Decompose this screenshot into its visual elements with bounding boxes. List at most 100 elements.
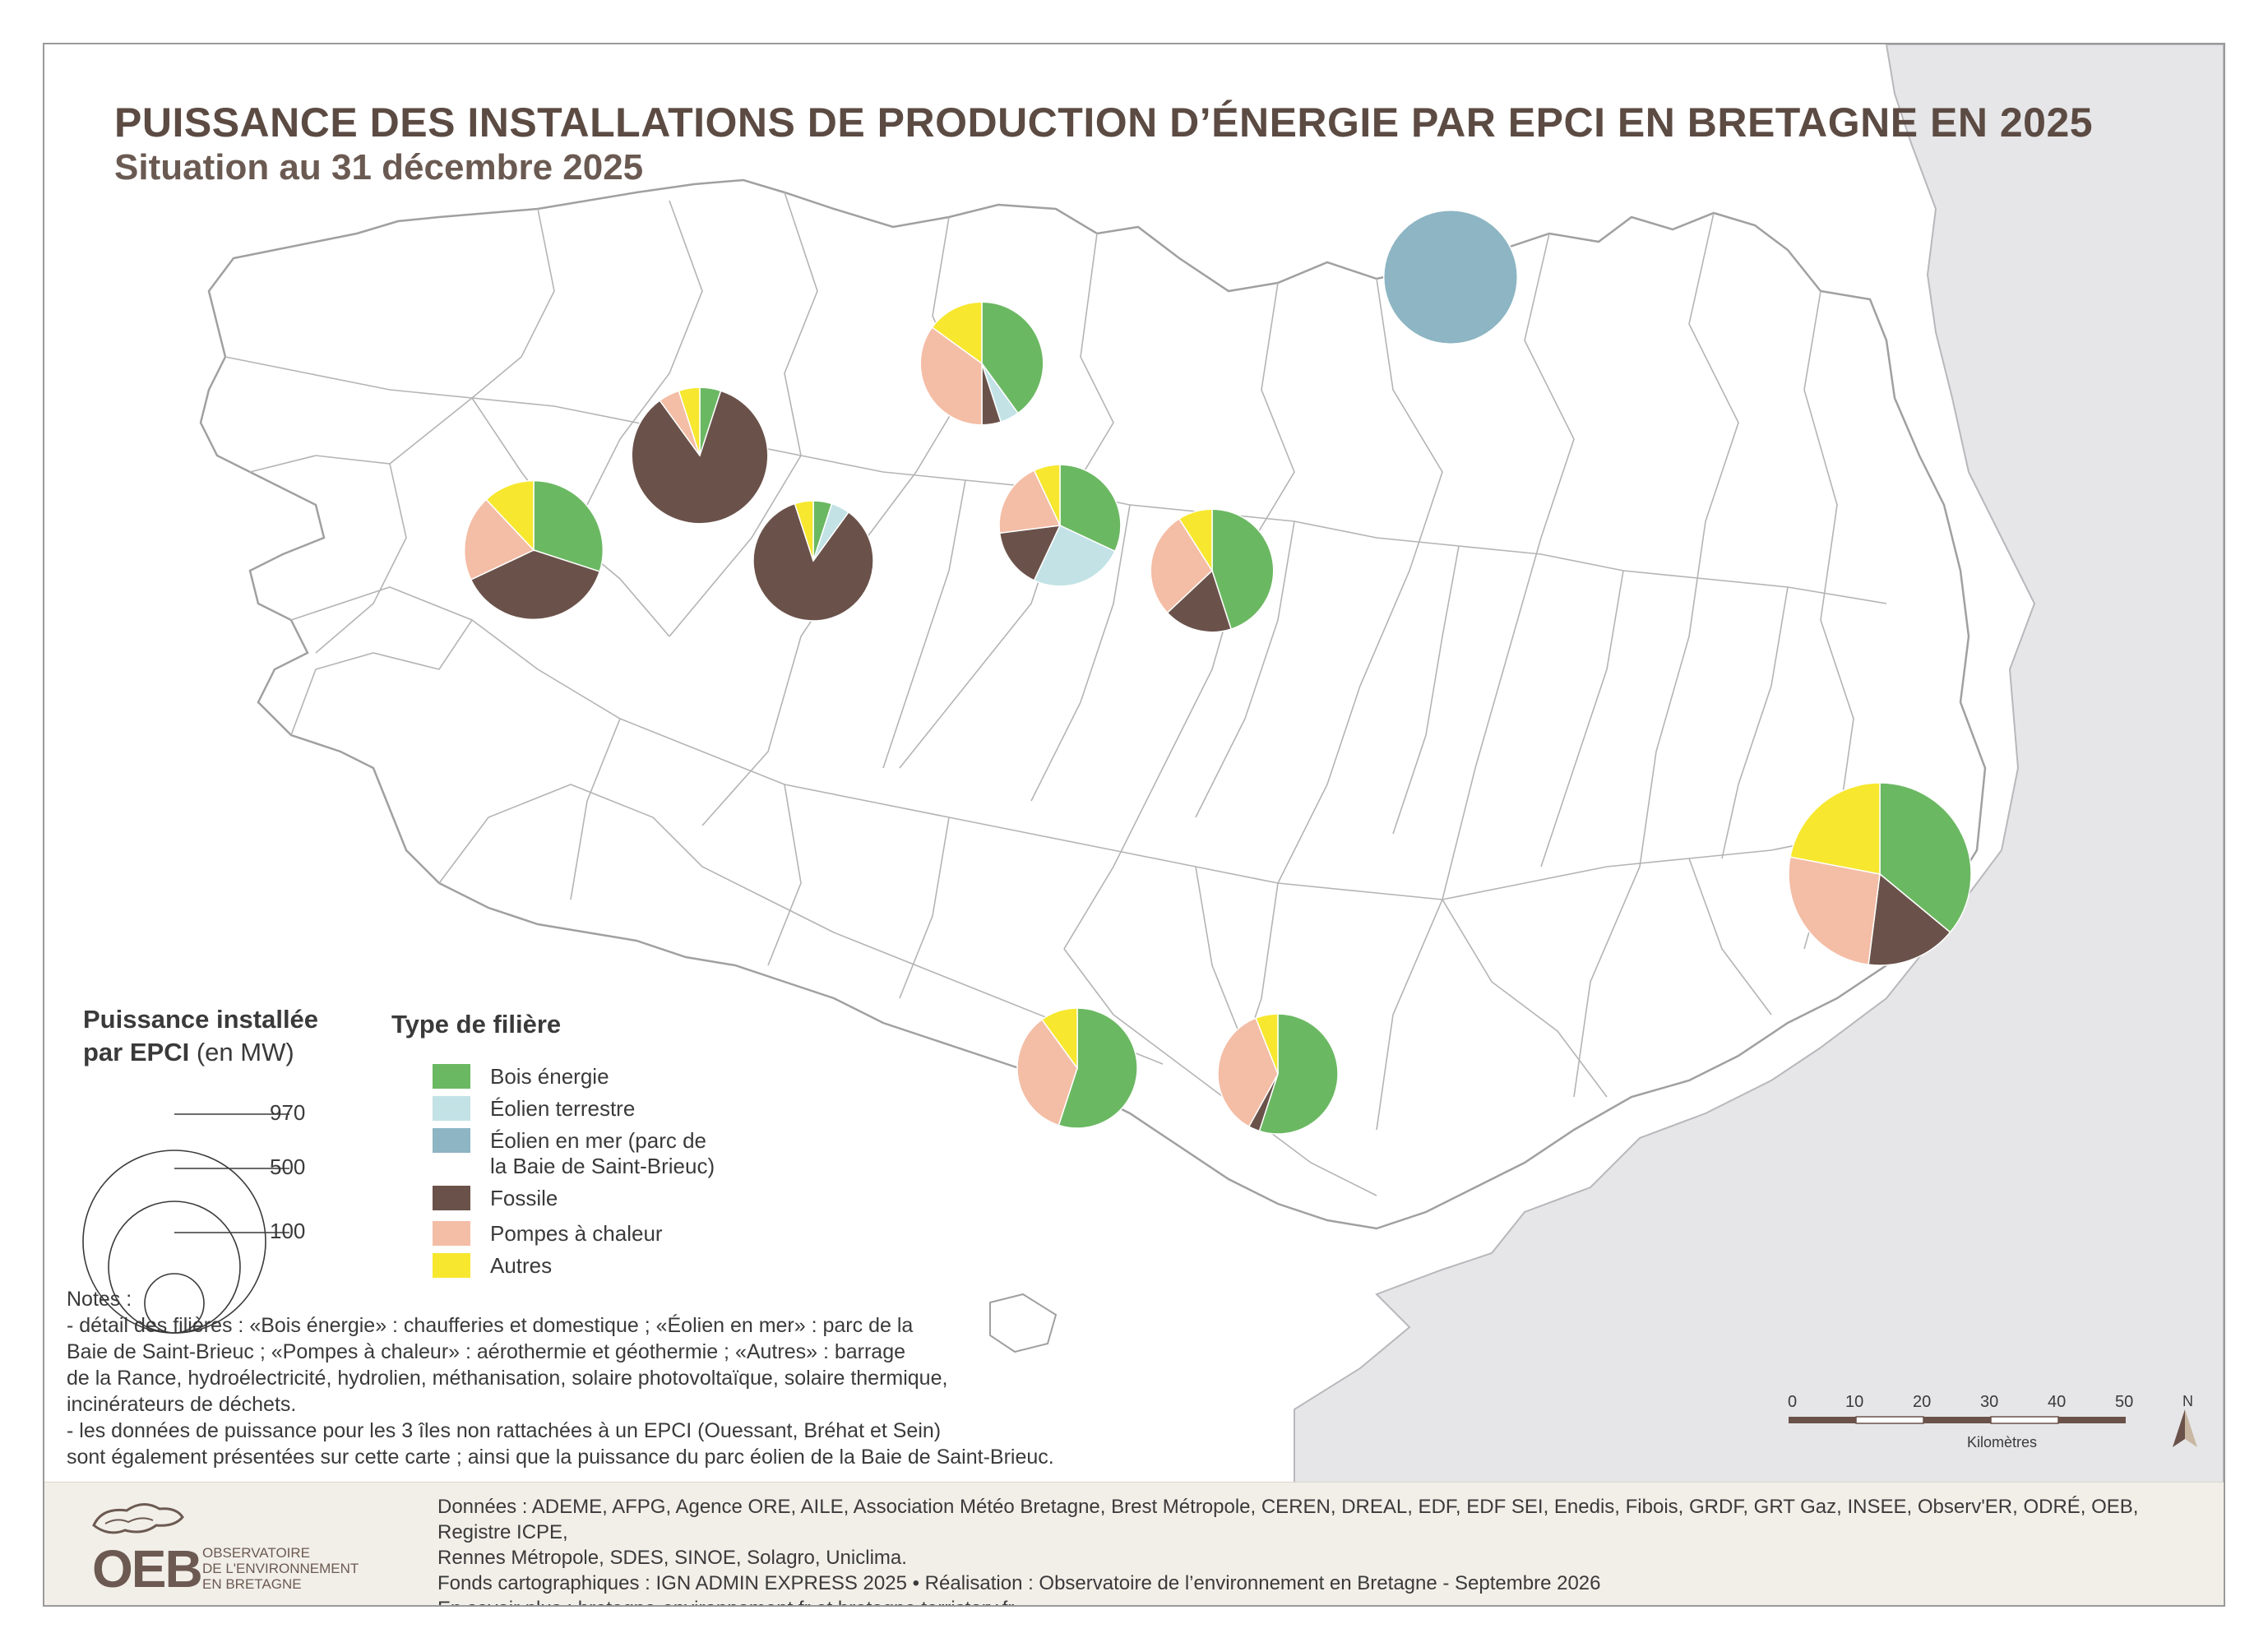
pie-slice-bois bbox=[981, 301, 1044, 414]
pie-slice-autres bbox=[1178, 508, 1213, 573]
oeb-logo-icon bbox=[92, 1503, 184, 1534]
pie-slice-bois bbox=[1059, 464, 1122, 553]
type-legend-title: Type de filière bbox=[391, 1010, 562, 1039]
legend-label-eolien: Éolien terrestre bbox=[490, 1096, 636, 1121]
neighbour-land bbox=[1294, 44, 2224, 1605]
legend-label-pac: Pompes à chaleur bbox=[490, 1221, 663, 1246]
type-legend-swatches bbox=[433, 1064, 470, 1278]
pie-slice-mer bbox=[1382, 209, 1519, 345]
notes-line: incinérateurs de déchets. bbox=[67, 1393, 297, 1416]
swatch-mer bbox=[433, 1128, 470, 1153]
swatch-eolien bbox=[433, 1096, 470, 1121]
map-frame: PUISSANCE DES INSTALLATIONS DE PRODUCTIO… bbox=[43, 43, 2225, 1607]
swatch-fossile bbox=[433, 1186, 470, 1210]
map-title: PUISSANCE DES INSTALLATIONS DE PRODUCTIO… bbox=[114, 99, 2094, 146]
pie-slice-autres bbox=[794, 500, 814, 562]
north-arrow-icon bbox=[2173, 1409, 2197, 1447]
pie-slice-autres bbox=[931, 301, 983, 365]
pie-slice-pac bbox=[1150, 517, 1213, 614]
oeb-name-line: OBSERVATOIRE bbox=[202, 1545, 311, 1561]
notes-line: sont également présentées sur cette cart… bbox=[67, 1446, 1054, 1469]
scale-tick-40: 40 bbox=[2048, 1393, 2067, 1411]
oeb-name-line: DE L'ENVIRONNEMENT bbox=[202, 1561, 359, 1576]
size-legend-unit: (en MW) bbox=[196, 1038, 294, 1066]
map-canvas bbox=[82, 44, 2224, 1605]
notes-line: - détail des filières : «Bois énergie» :… bbox=[67, 1314, 914, 1337]
pie-slice-pac bbox=[1217, 1017, 1279, 1128]
pie-slice-autres bbox=[1255, 1013, 1279, 1075]
pie-slice-pac bbox=[1016, 1018, 1078, 1127]
sources-line: En savoir plus : bretagne-environnement.… bbox=[437, 1596, 2214, 1605]
pie-slice-eolien bbox=[1033, 525, 1116, 587]
sources: Données : ADEME, AFPG, Agence ORE, AILE,… bbox=[437, 1494, 2214, 1605]
epci-pie bbox=[752, 500, 874, 622]
scale-unit: Kilomètres bbox=[1967, 1434, 2038, 1450]
pie-slice-bois bbox=[533, 479, 604, 573]
pie-slice-fossile bbox=[470, 549, 601, 621]
epci-pie bbox=[1217, 1013, 1339, 1135]
pie-slice-fossile bbox=[752, 502, 874, 622]
legend-label-mer: Éolien en mer (parc de la Baie de Saint-… bbox=[490, 1128, 715, 1179]
oeb-logo-name: OBSERVATOIRE DE L'ENVIRONNEMENT EN BRETA… bbox=[202, 1545, 359, 1592]
size-label-970: 970 bbox=[270, 1100, 306, 1125]
epci-pie bbox=[1788, 782, 1972, 966]
size-label-100: 100 bbox=[270, 1219, 306, 1243]
legend-label-mer-line1: Éolien en mer (parc de bbox=[490, 1128, 707, 1153]
sources-line: Données : ADEME, AFPG, Agence ORE, AILE,… bbox=[437, 1496, 2139, 1543]
legend-label-fossile: Fossile bbox=[490, 1186, 558, 1210]
pie-slice-fossile bbox=[1166, 569, 1233, 633]
notes-line: de la Rance, hydroélectricité, hydrolien… bbox=[67, 1367, 948, 1390]
size-legend bbox=[82, 1113, 289, 1334]
pie-slice-pac bbox=[919, 326, 983, 426]
footer: OEB OBSERVATOIRE DE L'ENVIRONNEMENT EN B… bbox=[44, 1482, 2224, 1605]
pie-slice-fossile bbox=[1868, 872, 1951, 966]
scale-tick-10: 10 bbox=[1845, 1393, 1864, 1411]
sources-line: Rennes Métropole, SDES, SINOE, Solagro, … bbox=[437, 1547, 907, 1569]
oeb-name-line: EN BRETAGNE bbox=[202, 1576, 302, 1592]
swatch-autres bbox=[433, 1253, 470, 1278]
swatch-bois bbox=[433, 1064, 470, 1089]
epci-pie bbox=[631, 386, 769, 525]
pie-slice-autres bbox=[1033, 464, 1061, 526]
epci-pie bbox=[919, 301, 1044, 426]
pie-slice-pac bbox=[463, 498, 535, 581]
epci-boundaries bbox=[224, 192, 1937, 1196]
size-legend-title-line2: par EPCI (en MW) bbox=[83, 1036, 318, 1069]
scale-tick-20: 20 bbox=[1913, 1393, 1932, 1411]
pie-slice-pac bbox=[1788, 856, 1881, 965]
scale-tick-30: 30 bbox=[1980, 1393, 1999, 1411]
sources-line: Fonds cartographiques : IGN ADMIN EXPRES… bbox=[437, 1572, 1601, 1594]
pie-slice-bois bbox=[1258, 1013, 1339, 1135]
pie-slice-autres bbox=[1041, 1007, 1078, 1071]
notes: Notes : - détail des filières : «Bois én… bbox=[67, 1286, 1169, 1470]
north-label: N bbox=[2182, 1393, 2193, 1409]
notes-line: Baie de Saint-Brieuc ; «Pompes à chaleur… bbox=[67, 1340, 906, 1363]
size-legend-title-bold: par EPCI bbox=[83, 1038, 190, 1066]
size-label-500: 500 bbox=[270, 1154, 306, 1179]
scale-bar bbox=[1789, 1416, 2126, 1424]
epci-pie bbox=[1150, 508, 1275, 633]
pie-slice-fossile bbox=[631, 390, 769, 525]
pie-slice-autres bbox=[485, 479, 535, 552]
pie-layer bbox=[463, 209, 1972, 1135]
pie-slice-bois bbox=[1211, 508, 1275, 631]
legend-label-autres: Autres bbox=[490, 1253, 553, 1278]
epci-pie bbox=[998, 464, 1122, 587]
pie-slice-bois bbox=[1879, 782, 1972, 933]
epci-pie bbox=[463, 479, 604, 621]
pie-slice-autres bbox=[678, 386, 701, 456]
belle-ile bbox=[989, 1293, 1058, 1353]
notes-line: - les données de puissance pour les 3 îl… bbox=[67, 1419, 942, 1442]
size-circle-100 bbox=[144, 1273, 205, 1334]
epci-pie bbox=[1016, 1007, 1138, 1129]
size-legend-title-line1: Puissance installée bbox=[83, 1005, 319, 1034]
pie-slice-bois bbox=[1058, 1007, 1138, 1129]
pie-slice-autres bbox=[1789, 782, 1881, 875]
notes-line: Notes : bbox=[67, 1288, 132, 1311]
pie-slice-fossile bbox=[998, 525, 1062, 581]
scale-tick-0: 0 bbox=[1788, 1393, 1798, 1411]
map-subtitle: Situation au 31 décembre 2025 bbox=[114, 147, 644, 187]
legend-label-mer-line2: la Baie de Saint-Brieuc) bbox=[490, 1154, 715, 1178]
legend-label-bois: Bois énergie bbox=[490, 1064, 609, 1089]
epci-pie bbox=[1382, 209, 1519, 345]
